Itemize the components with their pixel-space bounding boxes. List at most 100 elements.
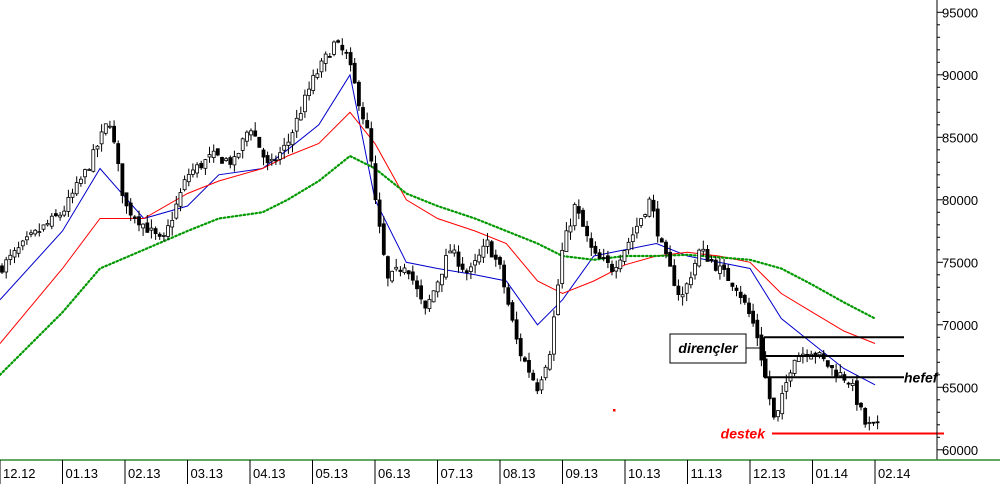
candle-body <box>680 294 685 298</box>
candle-body <box>161 234 166 237</box>
candle-body <box>29 232 33 235</box>
candle-body <box>568 225 573 233</box>
candle-body <box>730 282 735 287</box>
candle-body <box>145 222 150 233</box>
candle-body <box>103 123 108 134</box>
candle-body <box>867 422 872 424</box>
x-tick-label: 09.13 <box>566 466 599 481</box>
candle-body <box>228 157 233 165</box>
candle-body <box>0 265 4 273</box>
candle-body <box>91 149 96 172</box>
x-tick-label: 12.13 <box>753 466 786 481</box>
candle-body <box>502 264 507 288</box>
candle-body <box>149 227 154 231</box>
candle-body <box>452 249 457 254</box>
candle-body <box>269 158 274 162</box>
candle-body <box>635 225 639 234</box>
candle-body <box>356 81 361 107</box>
candle-body <box>664 241 668 255</box>
x-tick-label: 04.13 <box>253 466 286 481</box>
candle-body <box>240 138 245 151</box>
candle-body <box>473 260 478 266</box>
candle-body <box>124 192 129 207</box>
candle-body <box>257 136 262 148</box>
candle-body <box>141 223 146 229</box>
candle-body <box>83 169 87 178</box>
candle-body <box>186 173 191 183</box>
candle-body <box>112 125 116 143</box>
candle-body <box>838 372 843 377</box>
candle-body <box>365 120 370 129</box>
candle-body <box>398 269 403 272</box>
red-dot <box>613 409 616 412</box>
candle-body <box>456 251 461 267</box>
candle-body <box>99 131 104 145</box>
candle-body <box>8 254 13 260</box>
y-tick-label: 75000 <box>942 255 978 270</box>
candle-body <box>585 225 589 237</box>
candle-body <box>153 228 158 235</box>
candle-body <box>572 204 577 227</box>
candle-body <box>419 285 424 300</box>
y-tick-label: 80000 <box>942 193 978 208</box>
candle-body <box>506 287 511 305</box>
candle-body <box>610 263 614 272</box>
candle-body <box>195 164 200 174</box>
candle-body <box>290 132 295 146</box>
candle-body <box>95 145 100 150</box>
candle-body <box>340 44 345 51</box>
candle-body <box>489 241 494 258</box>
candle-body <box>493 254 498 260</box>
candle-body <box>543 366 548 379</box>
candle-body <box>825 360 830 367</box>
candle-body <box>639 218 643 226</box>
candle-body <box>531 372 536 381</box>
candle-body <box>315 73 320 78</box>
candle-body <box>66 196 71 212</box>
candle-body <box>87 169 92 171</box>
ma-line-2 <box>0 154 877 376</box>
candle-body <box>738 291 743 299</box>
candle-body <box>166 225 170 237</box>
candle-body <box>593 245 598 254</box>
x-tick-label: 03.13 <box>191 466 224 481</box>
candle-body <box>435 281 440 293</box>
candle-body <box>776 410 780 418</box>
candle-body <box>817 352 822 356</box>
candle-body <box>431 290 436 303</box>
candle-body <box>128 202 133 216</box>
candle-body <box>618 259 623 270</box>
candle-body <box>830 364 834 369</box>
candle-body <box>249 130 253 136</box>
candle-body <box>33 229 38 235</box>
candle-body <box>643 214 648 217</box>
candle-body <box>755 319 760 339</box>
moving-averages <box>0 73 877 386</box>
candle-body <box>589 238 594 248</box>
candle-body <box>481 245 486 258</box>
candle-body <box>369 128 374 162</box>
candle-body <box>302 94 307 113</box>
candle-body <box>468 266 473 272</box>
candle-body <box>564 230 569 253</box>
candle-body <box>79 178 83 184</box>
candle-body <box>444 255 448 278</box>
candle-body <box>261 149 266 158</box>
candle-body <box>722 264 726 270</box>
candle-body <box>539 379 544 391</box>
candle-body <box>265 155 270 164</box>
candle-body <box>178 192 183 207</box>
candle-body <box>406 270 411 275</box>
candle-body <box>62 210 67 216</box>
candle-body <box>207 154 212 158</box>
candle-body <box>116 143 121 165</box>
candle-body <box>282 144 287 151</box>
candle-body <box>705 248 710 262</box>
candle-body <box>41 224 46 230</box>
candle-body <box>601 257 606 260</box>
y-tick-label: 65000 <box>942 380 978 395</box>
resistance-label-box <box>669 333 747 364</box>
candle-body <box>373 163 378 201</box>
candle-body <box>875 421 880 424</box>
